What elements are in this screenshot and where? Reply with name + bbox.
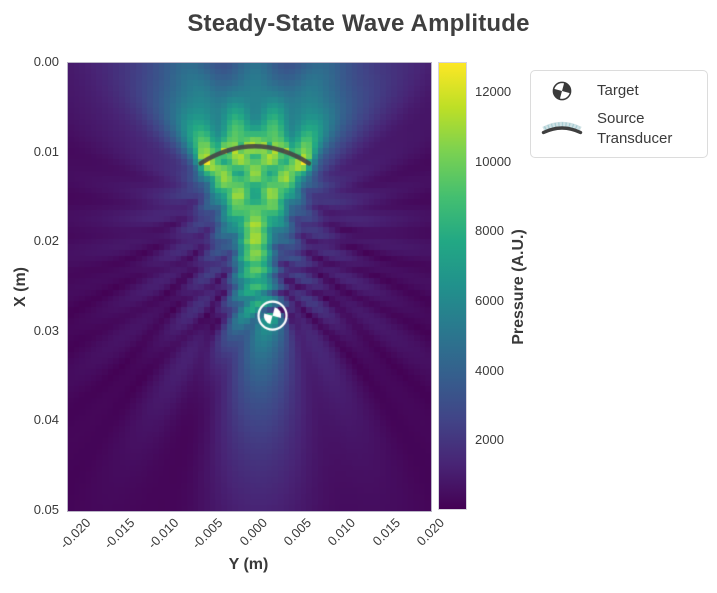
legend-label-target: Target — [597, 82, 639, 99]
y-axis-label: X (m) — [12, 267, 29, 307]
colorbar-label: Pressure (A.U.) — [510, 229, 527, 345]
x-tick-label: -0.005 — [189, 515, 226, 552]
chart-title: Steady-State Wave Amplitude — [187, 10, 530, 37]
x-tick-label: 0.000 — [236, 515, 271, 549]
colorbar-tick-label: 4000 — [475, 362, 504, 378]
colorbar-tick-label: 2000 — [475, 432, 504, 448]
heatmap-plot — [67, 62, 432, 512]
y-tick-label: 0.02 — [33, 233, 59, 249]
y-tick-label: 0.00 — [33, 54, 59, 69]
legend-item-target: Target — [539, 79, 697, 103]
legend: Target Source Transducer — [530, 70, 708, 158]
x-axis-label: Y (m) — [228, 556, 269, 573]
x-tick-label: -0.015 — [100, 515, 138, 552]
x-tick-label: 0.005 — [280, 515, 315, 549]
y-tick-label: 0.05 — [33, 502, 59, 517]
colorbar-tick-label: 6000 — [475, 292, 504, 308]
target-marker-icon — [539, 79, 585, 103]
y-tick-label: 0.01 — [33, 143, 59, 159]
x-tick-label: 0.015 — [369, 515, 403, 549]
x-tick-label: 0.010 — [325, 515, 359, 549]
colorbar — [438, 62, 467, 510]
x-tick-label: -0.020 — [56, 515, 94, 552]
colorbar-tick-label: 12000 — [475, 83, 512, 99]
y-tick-label: 0.04 — [33, 412, 59, 428]
y-tick-label: 0.03 — [33, 322, 59, 338]
colorbar-tick-label: 8000 — [475, 223, 504, 239]
legend-item-transducer: Source Transducer — [539, 109, 697, 149]
colorbar-tick-label: 10000 — [475, 153, 512, 169]
transducer-icon — [539, 117, 585, 141]
x-tick-label: -0.010 — [144, 515, 182, 552]
legend-label-transducer: Source Transducer — [597, 110, 673, 147]
x-tick-label: 0.020 — [413, 515, 448, 549]
